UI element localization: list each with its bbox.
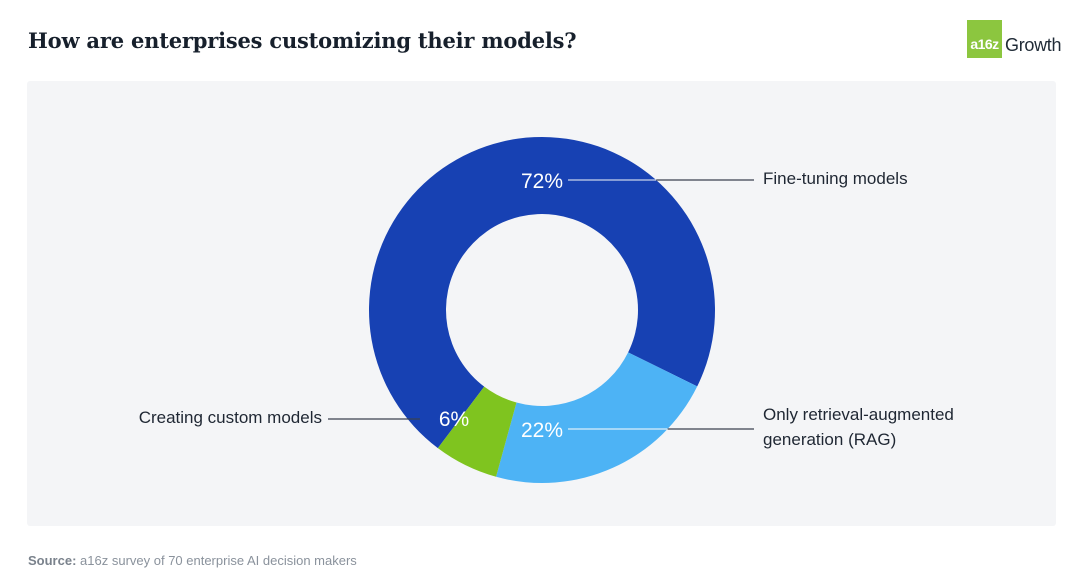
donut-slice-0 [368,137,715,449]
slice-value-label-2: 6% [439,408,469,431]
logo-mark-text: a16z [970,36,999,52]
donut-slice-1 [496,352,698,483]
source-note: Source: a16z survey of 70 enterprise AI … [28,553,357,568]
source-text: a16z survey of 70 enterprise AI decision… [80,553,357,568]
chart-title: How are enterprises customizing their mo… [28,28,577,53]
slice-category-label-0: Fine-tuning models [763,169,908,188]
source-label: Source: [28,553,77,568]
a16z-logo-mark: a16z [967,20,1002,58]
a16z-growth-logo: a16z Growth [967,20,1062,58]
slice-value-label-0: 72% [521,170,563,193]
donut-slice-2 [437,386,517,477]
logo-text: Growth [1005,34,1062,55]
donut-labels: 72% Fine-tuning models 22% Only retrieval-a… [139,169,954,449]
slice-category-label-2: Creating custom models [139,408,322,427]
slice-category-label-1: Only retrieval-augmented generation (RAG) [763,405,954,449]
donut-slices [368,137,715,483]
slice-value-label-1: 22% [521,419,563,442]
